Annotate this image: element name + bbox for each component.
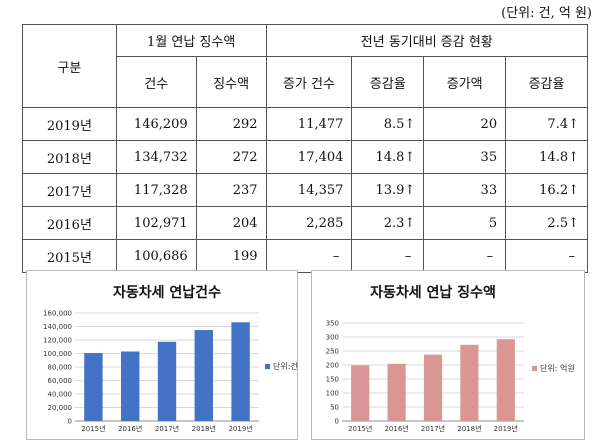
table-row: 2019년 146,209 292 11,477 8.5↑ 20 7.4↑	[22, 107, 588, 141]
bar	[460, 344, 479, 421]
chart-title: 자동차세 연납건수	[113, 284, 221, 301]
header-category: 구분	[22, 24, 117, 108]
y-tick-label: 80,000	[48, 364, 73, 372]
unit-note: (단위: 건, 억 원)	[501, 6, 592, 21]
x-tick-label: 2016년	[384, 424, 408, 433]
row-rate1: 14.8↑	[351, 140, 425, 174]
row-rate1: 8.5↑	[351, 107, 425, 141]
row-amount: 204	[195, 206, 267, 240]
legend-swatch	[532, 366, 537, 371]
col-header-count: 건수	[115, 56, 197, 108]
y-tick-label: 20,000	[48, 404, 73, 412]
row-rate2: 2.5↑	[505, 206, 588, 240]
chart-title: 자동차세 연납 징수액	[370, 284, 496, 301]
row-amount: 292	[195, 107, 267, 141]
bar	[496, 339, 515, 421]
bar	[194, 330, 213, 421]
y-tick-label: 40,000	[48, 391, 73, 399]
row-inc-amount: –	[423, 239, 507, 273]
bar	[231, 322, 250, 421]
y-tick-label: 250	[326, 348, 339, 356]
row-inc-count: 17,404	[265, 140, 353, 174]
table-row: 2018년 134,732 272 17,404 14.8↑ 35 14.8↑	[22, 140, 588, 174]
legend-label: 단위: 억원	[540, 363, 575, 373]
row-amount: 199	[195, 239, 267, 273]
y-tick-label: 60,000	[48, 377, 73, 385]
row-rate2: 16.2↑	[505, 173, 588, 207]
legend-label: 단위:건	[273, 361, 297, 371]
row-inc-amount: 33	[423, 173, 507, 207]
table-row: 2015년 100,686 199 – – – –	[22, 239, 588, 273]
y-tick-label: 120,000	[43, 337, 72, 345]
row-year: 2019년	[22, 107, 117, 141]
row-amount: 272	[195, 140, 267, 174]
bar	[387, 363, 406, 421]
col-header-amount: 징수액	[195, 56, 267, 108]
row-rate1: 2.3↑	[351, 206, 425, 240]
row-inc-count: –	[265, 239, 353, 273]
bar	[84, 353, 103, 421]
row-count: 100,686	[115, 239, 197, 273]
header-group-change: 전년 동기대비 증감 현황	[265, 24, 589, 57]
stats-table: 구분 1월 연납 징수액 전년 동기대비 증감 현황 건수 징수액 증가 건수 …	[22, 24, 589, 273]
x-tick-label: 2015년	[348, 424, 372, 433]
y-tick-label: 0	[335, 418, 339, 426]
row-rate2: 7.4↑	[505, 107, 588, 141]
chart-count: 자동차세 연납건수 0 20,000 40,000 60,000 80,000 100,00…	[43, 284, 297, 433]
row-inc-amount: 20	[423, 107, 507, 141]
row-count: 117,328	[115, 173, 197, 207]
bar	[121, 351, 140, 421]
row-year: 2017년	[22, 173, 117, 207]
table-row: 2017년 117,328 237 14,357 13.9↑ 33 16.2↑	[22, 173, 588, 207]
x-tick-label: 2015년	[81, 424, 105, 433]
row-rate2: 14.8↑	[505, 140, 588, 174]
y-tick-label: 150	[326, 376, 339, 384]
col-header-inc-count: 증가 건수	[265, 56, 353, 108]
y-tick-label: 160,000	[43, 310, 72, 318]
row-rate2: –	[505, 239, 588, 273]
bar	[351, 365, 370, 421]
y-tick-label: 50	[330, 404, 339, 412]
x-tick-label: 2017년	[421, 424, 445, 433]
chart-amount-box: 자동차세 연납 징수액 0 50 100 150 200 250 300 350 2015년 201…	[311, 270, 585, 440]
row-year: 2016년	[22, 206, 117, 240]
y-tick-label: 350	[326, 320, 339, 328]
row-count: 102,971	[115, 206, 197, 240]
x-tick-label: 2019년	[494, 424, 518, 433]
row-inc-count: 11,477	[265, 107, 353, 141]
y-tick-label: 200	[326, 362, 339, 370]
x-tick-label: 2018년	[457, 424, 481, 433]
col-header-rate2: 증감율	[505, 56, 588, 108]
row-inc-count: 2,285	[265, 206, 353, 240]
col-header-rate1: 증감율	[351, 56, 425, 108]
x-tick-label: 2019년	[228, 424, 252, 433]
legend-swatch	[265, 364, 270, 369]
bar	[423, 354, 443, 421]
header-group-payment: 1월 연납 징수액	[115, 24, 267, 57]
y-tick-label: 140,000	[43, 323, 72, 331]
y-tick-label: 0	[68, 418, 72, 426]
x-tick-label: 2016년	[118, 424, 142, 433]
y-tick-label: 100,000	[43, 350, 72, 358]
x-tick-label: 2017년	[155, 424, 179, 433]
table-row: 2016년 102,971 204 2,285 2.3↑ 5 2.5↑	[22, 206, 588, 240]
row-amount: 237	[195, 173, 267, 207]
row-count: 146,209	[115, 107, 197, 141]
row-year: 2018년	[22, 140, 117, 174]
chart-amount: 자동차세 연납 징수액 0 50 100 150 200 250 300 350 2015년 201…	[326, 284, 575, 433]
y-tick-label: 100	[326, 390, 339, 398]
row-count: 134,732	[115, 140, 197, 174]
y-tick-label: 300	[326, 334, 339, 342]
row-rate1: –	[351, 239, 425, 273]
bar	[157, 341, 177, 421]
row-rate1: 13.9↑	[351, 173, 425, 207]
row-inc-count: 14,357	[265, 173, 353, 207]
chart-count-box: 자동차세 연납건수 0 20,000 40,000 60,000 80,000 100,00…	[26, 270, 298, 440]
row-inc-amount: 5	[423, 206, 507, 240]
row-year: 2015년	[22, 239, 117, 273]
x-tick-label: 2018년	[192, 424, 216, 433]
row-inc-amount: 35	[423, 140, 507, 174]
col-header-inc-amount: 증가액	[423, 56, 507, 108]
